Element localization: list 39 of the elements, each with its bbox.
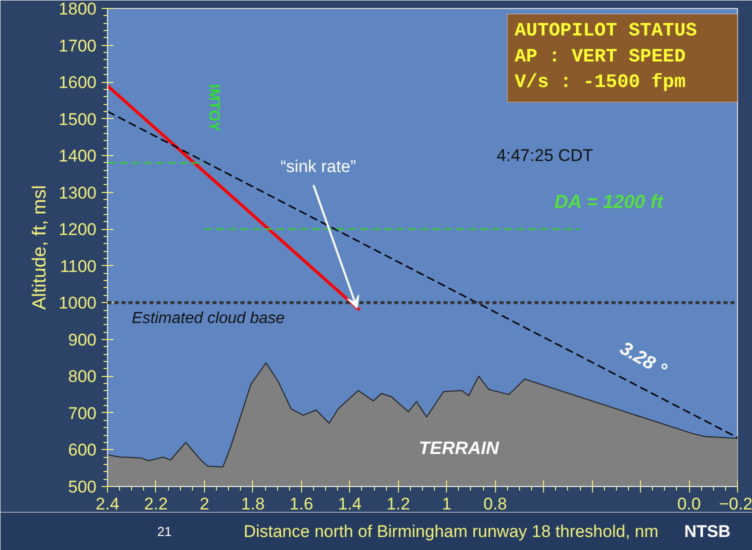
y-tick-label: 800 bbox=[68, 367, 97, 386]
y-axis-title: Altitude, ft, msl bbox=[30, 185, 51, 310]
x-tick-label: 1.2 bbox=[386, 494, 410, 514]
y-tick-label: 1700 bbox=[58, 36, 97, 56]
x-tick-label: 1.8 bbox=[241, 494, 265, 514]
annotation: TERRAIN bbox=[418, 438, 500, 458]
text: 21 bbox=[157, 524, 172, 539]
y-tick-label: 1100 bbox=[60, 256, 97, 276]
x-tick-label: 2.4 bbox=[96, 494, 120, 514]
ref-line-label: Estimated cloud base bbox=[132, 310, 285, 328]
x-tick-label: 1 bbox=[442, 494, 452, 514]
y-tick-label: 900 bbox=[68, 330, 97, 350]
annotation: 4:47:25 CDT bbox=[496, 146, 594, 166]
y-tick-label: 1500 bbox=[58, 110, 97, 129]
annotation: V/s : -1500 fpm bbox=[514, 71, 686, 94]
y-tick-label: 500 bbox=[68, 478, 97, 496]
x-tick-label: 0.8 bbox=[483, 494, 508, 514]
y-tick-label: 700 bbox=[68, 404, 97, 423]
y-tick-label: 1300 bbox=[58, 183, 97, 202]
annotation: “sink rate” bbox=[280, 157, 356, 176]
y-tick-label: 1400 bbox=[58, 146, 97, 166]
text: NTSB bbox=[684, 522, 730, 541]
annotation: DA = 1200 ft bbox=[554, 192, 664, 214]
annotation: IMTOY bbox=[206, 84, 223, 132]
x-tick-label: 0.0 bbox=[677, 494, 701, 514]
x-tick-label: 1.6 bbox=[290, 494, 314, 514]
y-tick-label: 1800 bbox=[58, 0, 97, 18]
y-tick-label: 600 bbox=[68, 440, 97, 460]
x-tick-label: 2.2 bbox=[144, 494, 168, 514]
annotation: 3.28 ° bbox=[616, 338, 670, 382]
y-tick-label: 1600 bbox=[58, 73, 97, 92]
y-tick-label: 1200 bbox=[58, 220, 97, 240]
annotation: AP : VERT SPEED bbox=[514, 45, 686, 68]
x-axis-title: Distance north of Birmingham runway 18 threshold, nm bbox=[244, 522, 658, 541]
x-tick-label: 1.4 bbox=[338, 494, 362, 514]
x-tick-label: −0.2 bbox=[718, 494, 752, 514]
y-tick-label: 1000 bbox=[58, 294, 97, 313]
x-tick-label: 2 bbox=[200, 494, 210, 514]
annotation: AUTOPILOT STATUS bbox=[514, 20, 698, 42]
